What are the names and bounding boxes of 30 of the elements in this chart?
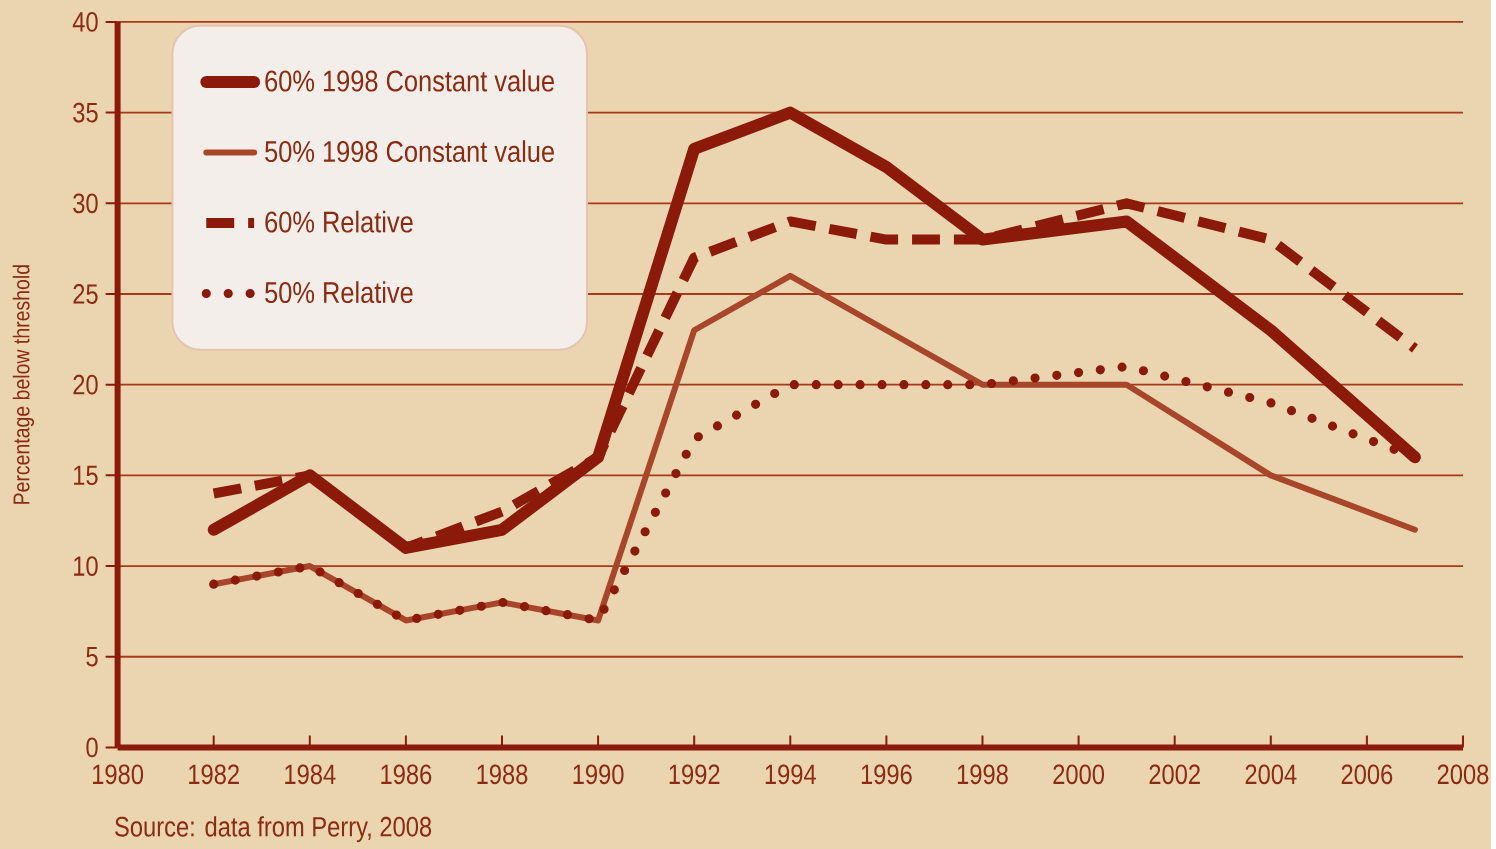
y-tick-label: 35 bbox=[73, 102, 98, 123]
x-tick-label: 1986 bbox=[381, 764, 432, 785]
legend-label: 60% 1998 Constant value bbox=[265, 69, 554, 92]
x-tick-label: 2002 bbox=[1149, 764, 1200, 785]
legend-label: 60% Relative bbox=[265, 210, 413, 233]
x-tick-label: 1998 bbox=[957, 764, 1008, 785]
x-tick-label: 1990 bbox=[573, 764, 624, 785]
y-tick-label: 10 bbox=[74, 556, 98, 576]
y-tick-label: 25 bbox=[73, 284, 98, 304]
y-tick-label: 40 bbox=[72, 12, 98, 32]
y-axis-title: Percentage below threshold bbox=[12, 265, 35, 504]
x-tick-label: 1982 bbox=[189, 764, 239, 785]
x-tick-label: 2006 bbox=[1341, 764, 1393, 785]
legend-label: 50% 1998 Constant value bbox=[265, 140, 554, 163]
x-tick-label: 2008 bbox=[1437, 764, 1489, 785]
source-note: Source: data from Perry, 2008 bbox=[115, 816, 432, 843]
x-tick-label: 1980 bbox=[93, 764, 144, 785]
x-tick-label: 1994 bbox=[765, 764, 816, 785]
x-tick-label: 1984 bbox=[285, 764, 336, 785]
x-tick-label: 2000 bbox=[1053, 764, 1105, 785]
x-tick-label: 1992 bbox=[669, 764, 720, 785]
legend-label: 50% Relative bbox=[265, 281, 413, 304]
y-tick-label: 5 bbox=[86, 646, 98, 667]
y-tick-label: 20 bbox=[73, 374, 98, 395]
x-tick-label: 1996 bbox=[861, 764, 912, 785]
x-tick-label: 1988 bbox=[477, 764, 528, 785]
y-tick-label: 15 bbox=[74, 465, 98, 486]
x-tick-label: 2004 bbox=[1245, 764, 1297, 785]
y-tick-label: 0 bbox=[86, 737, 98, 758]
y-tick-label: 30 bbox=[73, 193, 98, 214]
